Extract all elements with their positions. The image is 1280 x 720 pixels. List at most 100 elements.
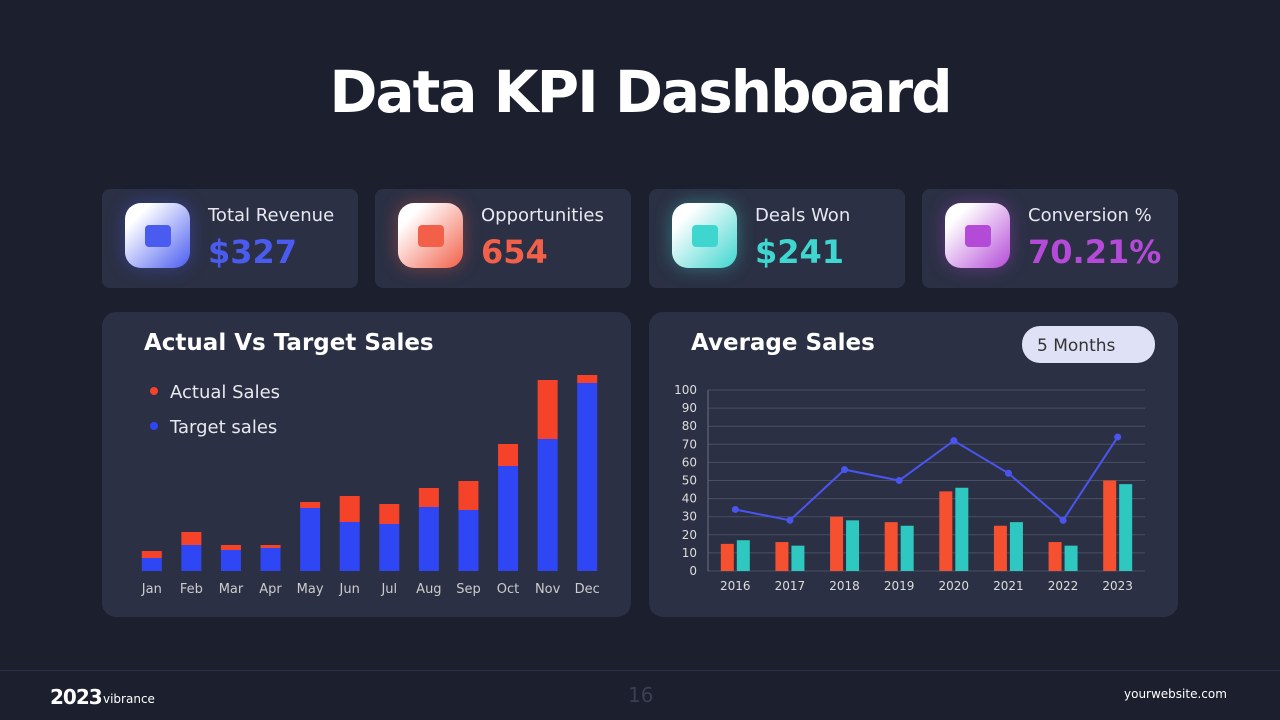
y-tick-label: 100 [674,383,697,397]
kpi-card: Opportunities 654 [375,189,631,288]
y-tick-label: 90 [682,401,697,415]
bar [775,542,789,571]
bar [830,516,844,571]
bar-segment [141,558,162,571]
bar [1064,545,1078,571]
bar [1048,542,1062,571]
kpi-icon [398,203,463,268]
y-tick-label: 80 [682,419,697,433]
bar-segment [181,545,202,571]
bar-segment [577,375,598,383]
bar [939,491,953,571]
kpi-label: Total Revenue [208,205,335,226]
bar [791,545,805,571]
page-title: Data KPI Dashboard [329,58,952,126]
x-tick-label: 2017 [775,579,806,593]
icon-glyph [691,224,718,247]
icon-glyph [144,224,171,247]
kpi-label: Conversion % [1028,205,1152,226]
kpi-label: Deals Won [755,205,851,226]
line-point [950,437,958,445]
footer-brand: vibrance [103,692,155,706]
x-tick-label: Jul [380,582,397,597]
x-tick-label: Aug [416,582,441,597]
bar-segment [300,508,321,571]
line-point [786,516,794,524]
kpi-icon [672,203,737,268]
bar-segment [379,504,400,524]
bar [720,543,734,571]
kpi-value: 654 [481,233,548,271]
kpi-card: Conversion % 70.21% [922,189,1178,288]
bar [955,487,969,571]
line-point [895,477,903,484]
bar [900,525,914,571]
line-point [1059,516,1067,524]
bar [1009,522,1023,571]
kpi-card: Total Revenue $327 [102,189,358,288]
footer-year: 2023 [50,685,103,709]
x-tick-label: 2018 [829,579,860,593]
y-tick-label: 0 [689,564,697,578]
chart-title: Average Sales [691,330,875,356]
bar-segment [498,444,519,466]
bar-segment [418,507,439,571]
x-tick-label: May [297,582,324,597]
y-tick-label: 40 [682,492,697,506]
bar-segment [220,545,241,550]
x-tick-label: Mar [219,582,244,597]
legend-label: Target sales [169,417,277,438]
line [735,436,1119,522]
y-tick-label: 50 [682,474,697,488]
footer: 2023 vibrance 16 yourwebsite.com [0,670,1280,720]
bar-segment [577,383,598,571]
kpi-card: Deals Won $241 [649,189,905,288]
x-tick-label: Nov [535,582,561,597]
x-tick-label: Jan [141,582,162,597]
x-tick-label: Oct [497,582,519,597]
x-tick-label: 2022 [1048,579,1079,593]
bar-segment [220,550,241,571]
legend-dot [150,387,158,395]
y-tick-label: 30 [682,510,697,524]
bar-segment [498,466,519,571]
bar-segment [379,524,400,571]
kpi-value: $241 [755,233,845,271]
line-point [841,466,849,474]
website: yourwebsite.com [1124,687,1227,701]
bar [1103,480,1117,571]
x-tick-label: Sep [456,582,481,597]
bar [1119,484,1133,571]
x-tick-label: Feb [180,582,203,597]
bar-segment [458,510,479,571]
kpi-icon [125,203,190,268]
bar-segment [300,502,321,508]
x-tick-label: Dec [575,582,600,597]
kpi-value: $327 [208,233,298,271]
x-tick-label: 2020 [939,579,970,593]
line-point [1004,469,1012,477]
y-tick-label: 10 [682,546,697,560]
bar [884,522,898,571]
y-tick-label: 60 [682,455,697,469]
x-tick-label: 2021 [993,579,1024,593]
bar [846,520,860,571]
y-tick-label: 70 [682,437,697,451]
filter-button-label[interactable]: 5 Months [1037,336,1116,356]
icon-glyph [964,224,991,247]
x-tick-label: Jun [339,582,360,597]
x-tick-label: 2019 [884,579,915,593]
chart-title: Actual Vs Target Sales [144,330,434,356]
bar [736,540,750,571]
page-number: 16 [628,683,654,707]
legend-label: Actual Sales [170,382,280,403]
x-tick-label: Apr [259,582,282,597]
line-point [731,505,739,513]
kpi-value: 70.21% [1028,233,1162,271]
bar-segment [260,545,281,548]
filter-button[interactable] [1022,326,1155,363]
y-tick-label: 20 [682,528,697,542]
x-tick-label: 2016 [720,579,751,593]
line-point [1114,433,1122,441]
